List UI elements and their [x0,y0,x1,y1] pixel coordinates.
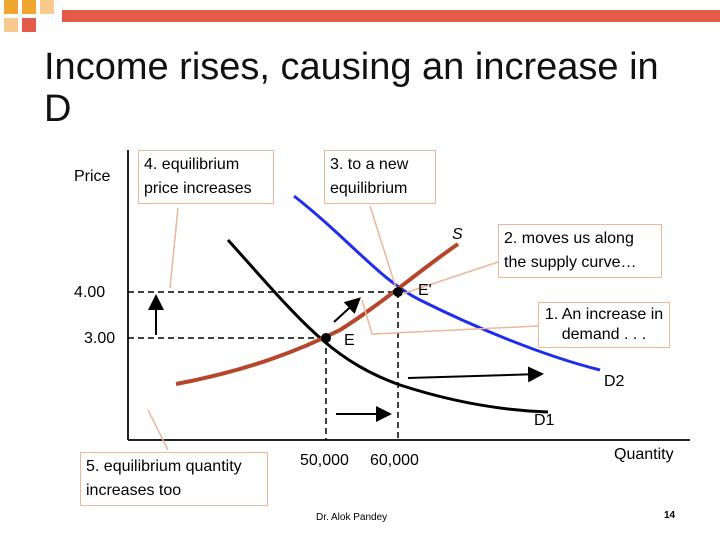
supply-label: S [452,226,463,243]
callout-line-step5 [147,409,169,451]
quantity-tick-60000: 60,000 [370,452,419,469]
demand1-label: D1 [534,412,555,429]
demand2-label: D2 [604,373,625,390]
callout-line-step1 [361,299,539,335]
header-bar [62,10,720,22]
logo-icon [4,0,54,32]
equilibrium-point-e-prime [393,287,403,297]
movement-along-supply-arrow [333,297,361,323]
demand-shift-arrow-upper [407,366,544,383]
price-tick-3: 3.00 [84,330,116,347]
point-e-prime-label: E' [418,282,432,299]
callout-line-step4 [169,207,179,289]
x-axis-label: Quantity [614,446,674,463]
annotation-step2: 2. moves us along the supply curve… [498,224,662,278]
author-footer: Dr. Alok Pandey [316,512,388,523]
page-number: 14 [664,510,676,521]
annotation-step1: 1. An increase in demand . . . [538,302,670,348]
callout-line-step3 [369,205,397,289]
callout-line-step2 [401,261,499,295]
supply-curve [175,242,460,386]
annotation-step5: 5. equilibrium quantity increases too [80,452,268,506]
demand-curve-d2 [293,194,601,372]
equilibrium-point-e [321,333,331,343]
annotation-step4: 4. equilibrium price increases [138,150,274,204]
annotation-step3: 3. to a new equilibrium [324,150,436,204]
demand-curve-d1 [226,238,549,414]
y-axis-label: Price [74,168,111,185]
point-e-label: E [344,332,355,349]
slide-title: Income rises, causing an increase in D [44,46,659,130]
quantity-tick-50000: 50,000 [300,452,349,469]
price-tick-4: 4.00 [74,284,106,301]
